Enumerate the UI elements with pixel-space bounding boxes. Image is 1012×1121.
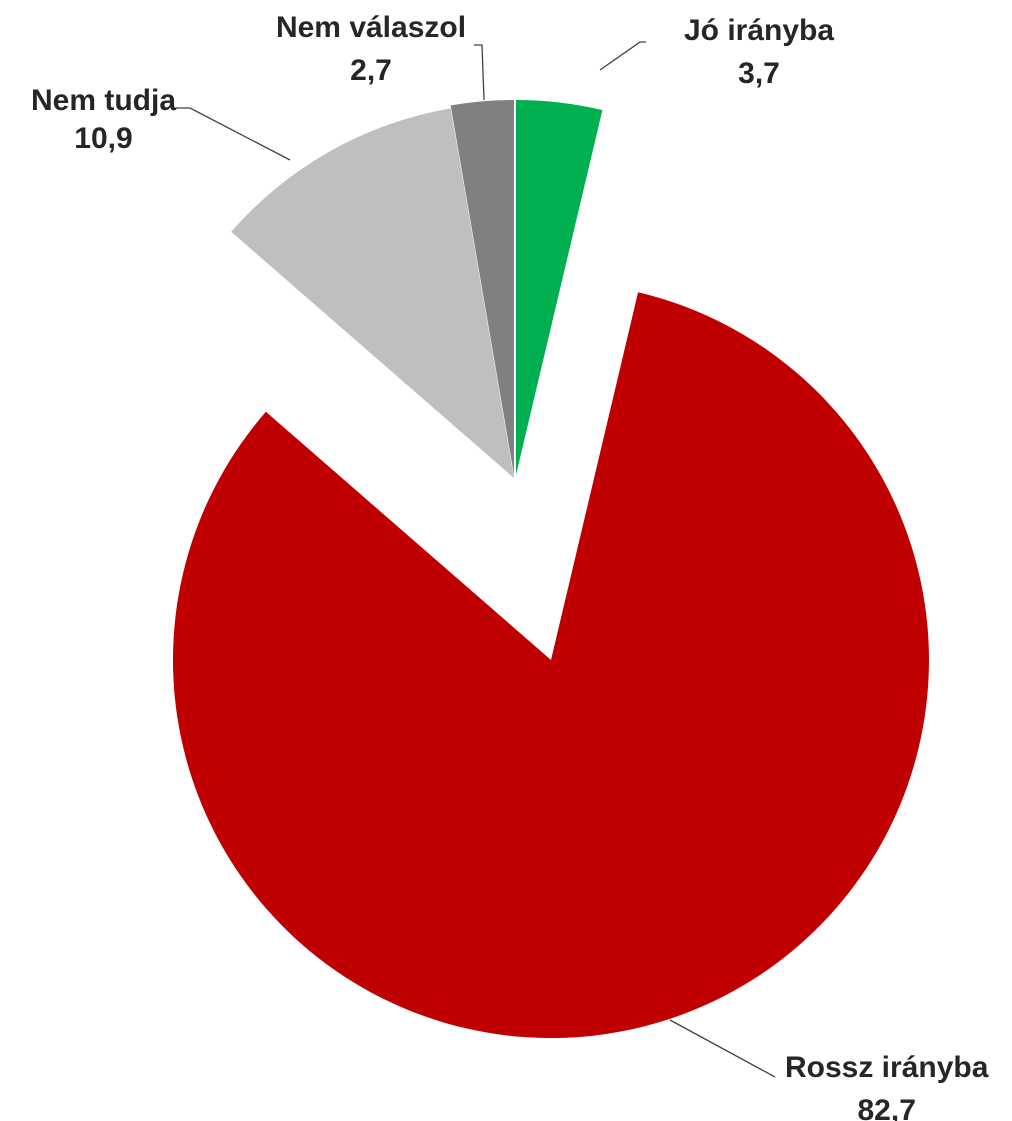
- pie-slice-nem-valaszol: [450, 100, 514, 475]
- leader-lines: [176, 41, 776, 1078]
- slice-label-nem-valaszol: Nem válaszol: [276, 11, 466, 44]
- pie-slice-jo-iranyba: [516, 100, 603, 475]
- pie-slice-rossz-iranyba: [172, 292, 929, 1039]
- slice-value-jo-iranyba: 3,7: [738, 57, 780, 90]
- pie-slice-nem-tudja: [231, 108, 514, 479]
- slice-label-jo-iranyba: Jó irányba: [684, 14, 834, 47]
- slice-value-rossz-iranyba: 82,7: [858, 1094, 916, 1121]
- leader-line-nem-tudja: [176, 107, 291, 161]
- leader-line-nem-valaszol: [474, 44, 485, 101]
- slice-labels: Jó irányba 3,7 Rossz irányba 82,7 Nem tudja 1…: [31, 11, 989, 1121]
- slice-label-nem-tudja: Nem tudja: [31, 84, 176, 117]
- slice-value-nem-valaszol: 2,7: [350, 54, 392, 87]
- leader-line-rossz-iranyba: [669, 1019, 776, 1078]
- slice-label-rossz-iranyba: Rossz irányba: [785, 1051, 989, 1084]
- slice-value-nem-tudja: 10,9: [74, 122, 132, 155]
- leader-line-jo-iranyba: [599, 41, 646, 71]
- pie-slices: [172, 100, 929, 1039]
